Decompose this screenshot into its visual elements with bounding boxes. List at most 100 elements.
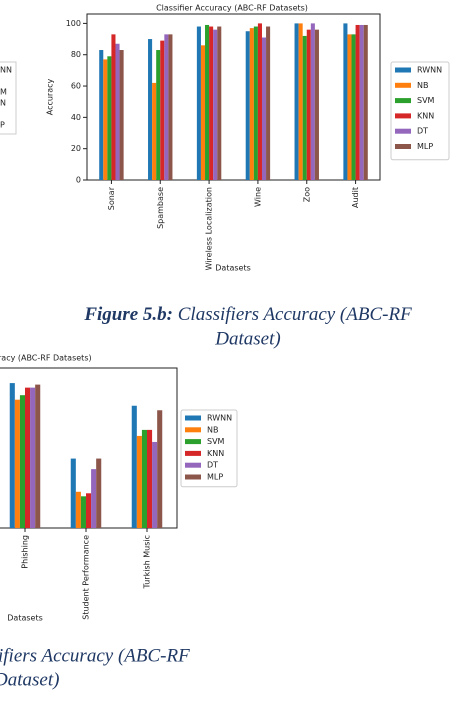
legend-swatch — [395, 82, 411, 88]
y-tick-label: 60 — [71, 82, 81, 91]
legend-label: MLP — [417, 142, 433, 151]
bar — [359, 24, 364, 180]
bar — [111, 34, 116, 180]
x-tick-label: Wine — [253, 187, 262, 207]
bar — [80, 496, 86, 528]
legend-swatch — [395, 98, 411, 104]
bar — [217, 26, 222, 180]
bar — [131, 405, 137, 528]
bar — [314, 29, 319, 181]
bar — [96, 458, 102, 528]
legend-fragment: NN — [0, 66, 12, 75]
bar — [168, 34, 173, 180]
bar — [30, 387, 36, 528]
bar — [14, 399, 20, 528]
caption-line: ifiers Accuracy (ABC-RF — [0, 645, 190, 666]
x-tick-label: Audit — [351, 187, 360, 208]
legend-swatch — [185, 427, 201, 433]
legend-label: SVM — [207, 437, 225, 446]
bar — [257, 23, 262, 181]
legend-swatch — [185, 439, 201, 445]
bar — [294, 23, 299, 181]
bar — [103, 59, 108, 180]
bar — [164, 34, 169, 180]
x-tick-label: Phishing — [21, 535, 30, 569]
y-tick-label: 80 — [71, 50, 81, 59]
bar — [209, 26, 214, 180]
legend-label: SVM — [417, 96, 435, 105]
legend-label: DT — [207, 461, 218, 470]
bar — [156, 50, 161, 181]
x-tick-label: Spambase — [156, 187, 165, 229]
x-axis-label: Datasets — [7, 614, 43, 623]
legend-swatch — [185, 415, 201, 421]
bar — [355, 24, 360, 180]
x-tick-label: Zoo — [302, 187, 311, 202]
y-tick-label: 20 — [71, 144, 81, 153]
bar — [19, 395, 25, 528]
legend-swatch — [395, 113, 411, 119]
legend-swatch — [185, 462, 201, 468]
legend-label: KNN — [417, 111, 434, 120]
bar — [35, 384, 41, 528]
bar — [298, 23, 303, 181]
bar — [261, 37, 267, 180]
x-tick-label: Wireless Localization — [205, 187, 214, 270]
bar — [302, 35, 307, 180]
caption-line: Dataset) — [0, 669, 59, 690]
bar — [148, 39, 153, 180]
bar — [75, 491, 81, 528]
legend-label: MLP — [207, 473, 223, 482]
y-axis-label: Accuracy — [46, 78, 55, 115]
legend-label: DT — [417, 127, 428, 136]
bar — [351, 34, 356, 180]
bar — [347, 34, 352, 180]
legend-label: NB — [417, 81, 428, 90]
legend-fragment: P — [0, 121, 5, 130]
bar — [200, 45, 206, 180]
x-tick-label: Student Performance — [82, 535, 91, 620]
bar — [91, 469, 97, 528]
bar — [119, 50, 124, 181]
legend-label: NB — [207, 425, 218, 434]
legend-label: RWNN — [207, 414, 232, 423]
bar — [157, 410, 163, 528]
bar — [136, 435, 142, 528]
bar — [152, 82, 157, 180]
bar — [213, 29, 218, 181]
bar — [205, 24, 210, 180]
legend-swatch — [185, 474, 201, 480]
caption-label: Figure 5.b: — [83, 304, 173, 325]
bar — [99, 50, 104, 181]
bar — [245, 31, 250, 181]
y-tick-label: 0 — [76, 176, 81, 185]
bar — [115, 43, 120, 181]
y-tick-label: 40 — [71, 113, 81, 122]
bar — [147, 429, 153, 528]
cropped-legend-box — [0, 61, 17, 135]
bar — [266, 26, 271, 180]
bar — [196, 26, 201, 180]
bar — [310, 23, 315, 181]
legend-swatch — [395, 144, 411, 149]
bar — [70, 458, 76, 528]
legend-swatch — [395, 67, 411, 73]
legend-label: KNN — [207, 449, 224, 458]
bar — [253, 26, 258, 180]
chart-title: racy (ABC-RF Datasets) — [0, 354, 92, 363]
caption-line: Dataset) — [214, 328, 280, 349]
bar — [141, 429, 147, 528]
bar — [9, 383, 15, 528]
legend-swatch — [395, 128, 411, 134]
caption-text: Classifiers Accuracy (ABC-RF — [178, 304, 412, 325]
bar — [249, 28, 254, 180]
bar — [86, 493, 92, 528]
x-tick-label: Sonar — [107, 186, 116, 210]
bar — [25, 387, 31, 528]
legend-fragment: N — [0, 99, 6, 108]
bar — [152, 441, 158, 528]
bar — [107, 56, 112, 180]
legend-swatch — [185, 450, 201, 456]
x-axis-label: Datasets — [215, 264, 251, 273]
